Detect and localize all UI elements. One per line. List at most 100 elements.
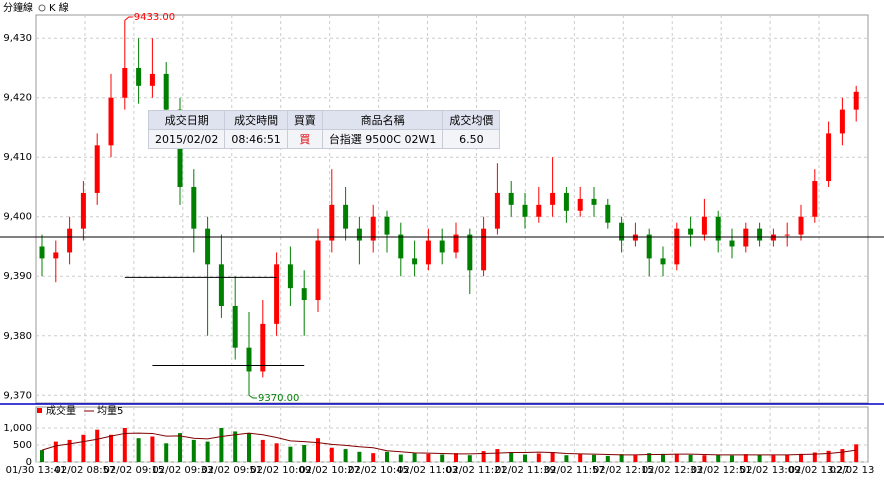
y-tick-label: 9,390 — [3, 271, 32, 282]
volume-bar — [274, 443, 279, 462]
table-cell: 買 — [286, 129, 323, 149]
y-tick-label: 9,420 — [3, 93, 32, 104]
candle-body — [715, 216, 721, 241]
volume-bar — [95, 429, 100, 462]
volume-bar — [523, 454, 527, 462]
candle-body — [356, 228, 362, 241]
candle-body — [853, 91, 859, 110]
candle-body — [274, 264, 280, 324]
volume-bar — [398, 454, 403, 462]
volume-bar — [260, 439, 265, 462]
volume-bar — [730, 455, 734, 462]
candle-body — [163, 73, 169, 110]
x-tick-label: 02/02 12:15 — [593, 465, 654, 476]
candle-body — [688, 228, 694, 235]
candle-body — [315, 240, 321, 301]
volume-bar — [191, 439, 196, 462]
legend-volume: 成交量 — [46, 404, 76, 417]
table-cell: 08:46:51 — [224, 129, 288, 149]
tab-icon — [38, 4, 46, 12]
volume-bar — [854, 444, 859, 462]
volume-tick-label: 1,000 — [3, 423, 32, 434]
table-cell: 2015/02/02 — [147, 129, 226, 149]
candle-body — [784, 234, 790, 236]
x-tick-label: 02/02 10:09 — [250, 465, 311, 476]
volume-bar — [771, 455, 776, 462]
volume-bar — [178, 433, 182, 462]
annotation-label: 9433.00 — [134, 12, 175, 23]
candle-body — [812, 181, 818, 217]
candle-body — [343, 204, 349, 229]
volume-bar — [205, 441, 210, 462]
tab-minute[interactable]: 分鐘線 — [3, 1, 33, 14]
volume-bar — [799, 453, 803, 462]
candle-body — [136, 67, 142, 86]
x-tick-label: 01/30 13:41 — [6, 465, 67, 476]
volume-tick-label: 0 — [26, 457, 32, 468]
volume-tick-label: 500 — [13, 440, 32, 451]
candle-body — [632, 234, 638, 241]
legend-ma: 均量5 — [97, 405, 123, 417]
volume-bar — [81, 434, 86, 462]
table-cell: 台指選 9500C 02W1 — [321, 129, 444, 149]
volume-bar — [578, 454, 583, 462]
candle-body — [701, 216, 707, 235]
y-tick-label: 9,370 — [3, 390, 32, 401]
candle-body — [39, 246, 45, 259]
volume-bar — [302, 445, 307, 462]
y-tick-label: 9,430 — [3, 33, 32, 44]
legend-swatch — [37, 408, 42, 413]
candle-body — [729, 240, 735, 247]
x-tick-label: 02/02 12:33 — [642, 465, 703, 476]
candle-body — [481, 228, 487, 271]
plot-frame — [35, 14, 869, 404]
volume-bar — [136, 438, 141, 462]
candle-body — [80, 192, 86, 229]
candle-body — [412, 258, 418, 265]
candle-body — [839, 109, 845, 134]
x-tick-label: 02/02 10:27 — [299, 465, 360, 476]
volume-bar — [509, 452, 514, 462]
x-tick-label: 02/02 13:27 — [789, 465, 850, 476]
volume-bar — [343, 449, 348, 462]
volume-bar — [716, 454, 721, 462]
volume-bar — [385, 451, 389, 462]
candle-body — [757, 228, 763, 241]
candle-body — [563, 192, 569, 211]
table-header: 成交均價 — [442, 110, 501, 130]
x-tick-label: 02/02 13:09 — [740, 465, 801, 476]
table-header: 成交日期 — [147, 110, 226, 130]
candle-body — [232, 306, 238, 348]
candle-body — [301, 288, 307, 301]
x-tick-label: 02/02 11:39 — [495, 465, 556, 476]
volume-bar — [440, 454, 445, 462]
y-tick-label: 9,400 — [3, 212, 32, 223]
volume-bar — [329, 447, 334, 462]
candle-body — [370, 216, 376, 241]
tab-k[interactable]: K 線 — [49, 1, 69, 14]
candle-body — [674, 228, 680, 265]
volume-bar — [812, 452, 817, 462]
candle-body — [605, 204, 611, 223]
annotation-leader — [124, 16, 133, 21]
candle-body — [508, 192, 514, 205]
volume-bar — [53, 441, 58, 462]
candle-body — [218, 264, 224, 306]
candle-body — [67, 228, 73, 253]
annotation-label: 9370.00 — [258, 393, 299, 404]
candle-body — [398, 234, 404, 259]
candle-body — [191, 186, 197, 229]
x-tick-label: 02/02 11:57 — [544, 465, 605, 476]
candle-body — [149, 73, 155, 86]
candle-body — [619, 222, 625, 241]
candle-body — [439, 240, 445, 253]
volume-bar — [661, 453, 665, 462]
table-header: 成交時間 — [224, 110, 288, 130]
volume-bar — [122, 428, 127, 462]
x-tick-label: 02/02 09:51 — [201, 465, 262, 476]
x-tick-label: 02/02 10:45 — [348, 465, 409, 476]
candle-body — [384, 216, 390, 235]
